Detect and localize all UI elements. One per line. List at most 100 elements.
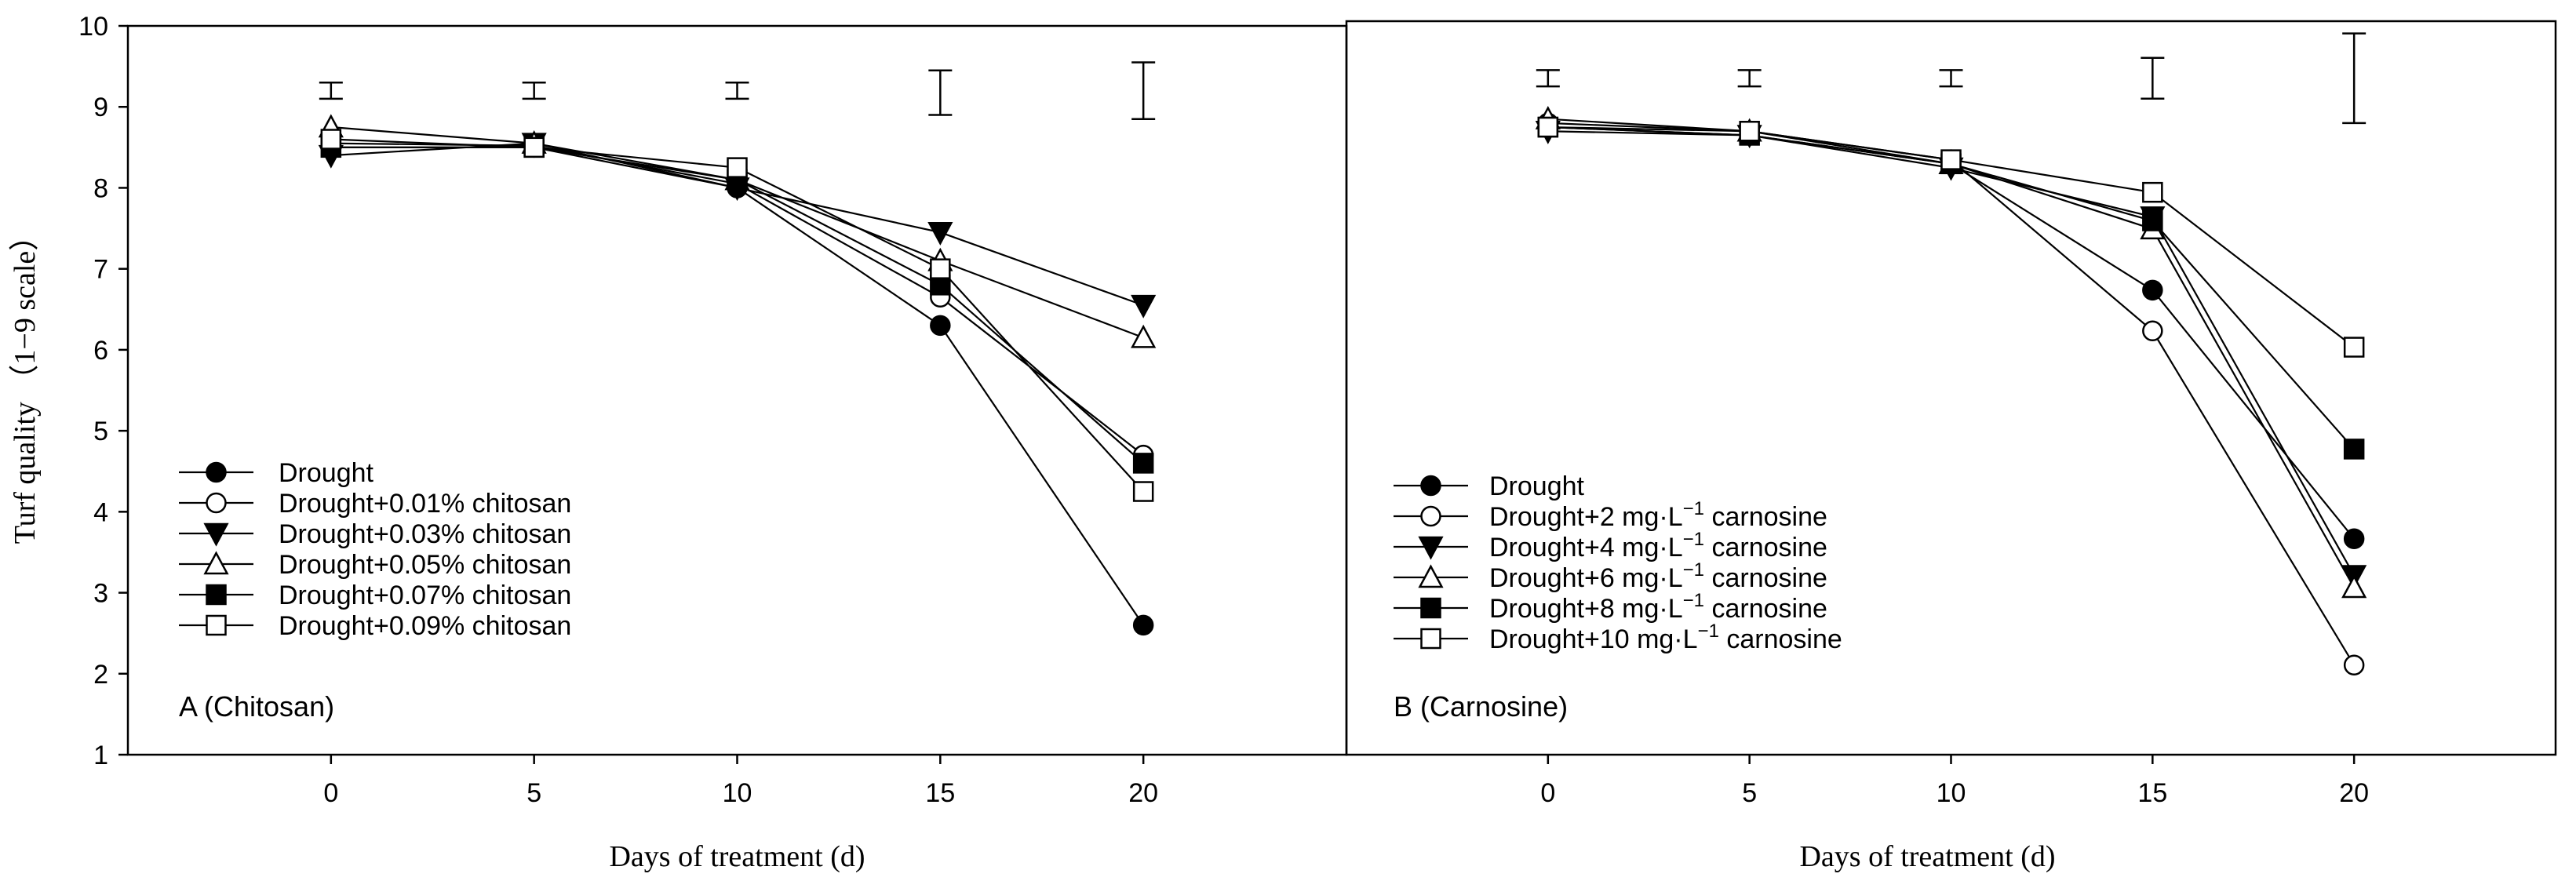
x-axis-title: Days of treatment (d) [1799, 840, 2055, 873]
data-point [523, 137, 545, 158]
data-point [2343, 654, 2365, 675]
legend-item: Drought+8 mg·L−1 carnosine [1394, 590, 1827, 624]
legend-item: Drought+0.01% chitosan [179, 489, 571, 519]
legend-label: Drought+8 mg·L−1 carnosine [1489, 590, 1827, 624]
legend-label: Drought+0.01% chitosan [279, 489, 571, 519]
legend-label: Drought+0.05% chitosan [279, 550, 571, 580]
data-point [1739, 121, 1760, 142]
data-point [930, 258, 951, 279]
x-tick-label: 20 [1128, 778, 1158, 808]
legend-item: Drought+10 mg·L−1 carnosine [1394, 621, 1842, 654]
y-tick-label: 2 [93, 660, 108, 690]
legend-marker [206, 584, 227, 606]
legend-item: Drought+4 mg·L−1 carnosine [1394, 529, 1827, 562]
y-tick-label: 4 [93, 497, 108, 527]
legend-marker [1420, 505, 1441, 527]
series-line [1547, 126, 2356, 540]
error-bar [1131, 61, 1156, 120]
error-bar [522, 82, 546, 100]
y-tick-label: 6 [93, 336, 108, 366]
data-point [930, 315, 951, 337]
x-axis-title: Days of treatment (d) [609, 840, 865, 873]
data-point [2142, 181, 2163, 203]
legend-marker [1420, 628, 1441, 650]
legend-marker [203, 522, 229, 547]
legend-item: Drought+0.03% chitosan [179, 519, 571, 549]
error-bar [1939, 69, 1963, 88]
data-point [727, 157, 748, 178]
y-tick-label: 3 [93, 579, 108, 609]
data-point [2341, 574, 2367, 599]
data-point [1131, 324, 1157, 348]
legend-label: Drought+4 mg·L−1 carnosine [1489, 529, 1827, 562]
data-point [927, 221, 953, 246]
x-tick-label: 10 [1937, 778, 1966, 808]
legend-item: Drought+2 mg·L−1 carnosine [1394, 498, 1827, 532]
legend-label: Drought+0.03% chitosan [279, 519, 571, 549]
data-point [1940, 149, 1962, 170]
y-tick-label: 10 [78, 12, 108, 42]
error-bar [725, 82, 749, 100]
error-bar [2141, 56, 2165, 100]
data-point [2343, 528, 2365, 549]
error-bar [928, 69, 953, 116]
plot-frame [126, 24, 1348, 756]
y-axis-title: Turf quality （1−9 scale） [9, 221, 42, 544]
legend-label: Drought [1489, 471, 1585, 501]
y-tick-label: 9 [93, 93, 108, 122]
error-bar [319, 82, 343, 100]
legend-item: Drought+0.09% chitosan [179, 611, 571, 641]
legend-item: Drought [179, 458, 374, 488]
legend-label: Drought+0.07% chitosan [279, 581, 571, 610]
legend-label: Drought [279, 458, 374, 488]
y-tick-label: 1 [93, 741, 108, 770]
x-tick-label: 20 [2339, 778, 2369, 808]
data-point [2142, 210, 2163, 231]
x-tick-label: 10 [723, 778, 752, 808]
error-bar [1737, 69, 1762, 88]
legend-marker [1418, 564, 1444, 588]
legend-label: Drought+10 mg·L−1 carnosine [1489, 621, 1842, 654]
legend-item: Drought+0.07% chitosan [179, 581, 571, 610]
legend-marker [1420, 597, 1441, 619]
data-point [1132, 481, 1154, 502]
legend-item: Drought+0.05% chitosan [179, 550, 571, 580]
x-tick-label: 15 [2137, 778, 2167, 808]
legend-marker [206, 614, 227, 636]
legend-item: Drought [1394, 471, 1585, 501]
data-point [1537, 116, 1559, 138]
x-tick-label: 15 [925, 778, 955, 808]
legend-marker [1418, 536, 1444, 560]
legend-label: Drought+6 mg·L−1 carnosine [1489, 559, 1827, 593]
legend-marker [206, 492, 227, 514]
y-tick-label: 7 [93, 255, 108, 285]
panel-label: A (Chitosan) [179, 690, 334, 723]
data-point [1132, 453, 1154, 474]
data-point [1132, 614, 1154, 636]
data-point [2343, 337, 2365, 358]
panel-chitosan: 0 5 10 15 20 1 2 3 4 5 6 7 8 9 10 Days of treatment (d)… [9, 12, 1348, 873]
data-point [1131, 294, 1157, 319]
data-point [2343, 439, 2365, 460]
data-point [2142, 279, 2163, 301]
x-tick-label: 5 [1742, 778, 1757, 808]
legend-marker [1420, 475, 1441, 497]
error-bar [2342, 32, 2366, 125]
x-tick-label: 5 [526, 778, 541, 808]
legend-label: Drought+0.09% chitosan [279, 611, 571, 641]
y-tick-label: 5 [93, 417, 108, 446]
data-point [320, 129, 342, 150]
data-point [2142, 320, 2163, 342]
x-tick-label: 0 [323, 778, 338, 808]
legend-marker [203, 551, 229, 575]
legend-marker [206, 461, 227, 483]
error-bar [1536, 69, 1560, 88]
legend-item: Drought+6 mg·L−1 carnosine [1394, 559, 1827, 593]
panel-label: B (Carnosine) [1394, 690, 1568, 723]
y-tick-label: 8 [93, 173, 108, 203]
x-tick-label: 0 [1540, 778, 1555, 808]
